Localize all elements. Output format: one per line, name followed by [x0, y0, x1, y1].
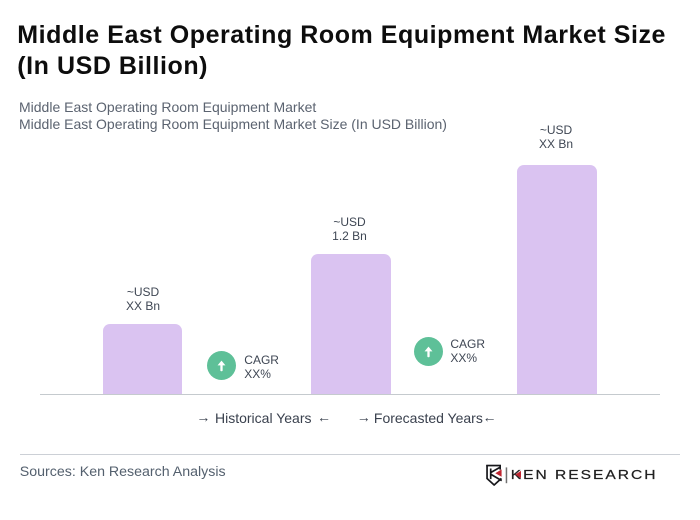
- svg-text:KEN RESEARCH: KEN RESEARCH: [511, 468, 658, 482]
